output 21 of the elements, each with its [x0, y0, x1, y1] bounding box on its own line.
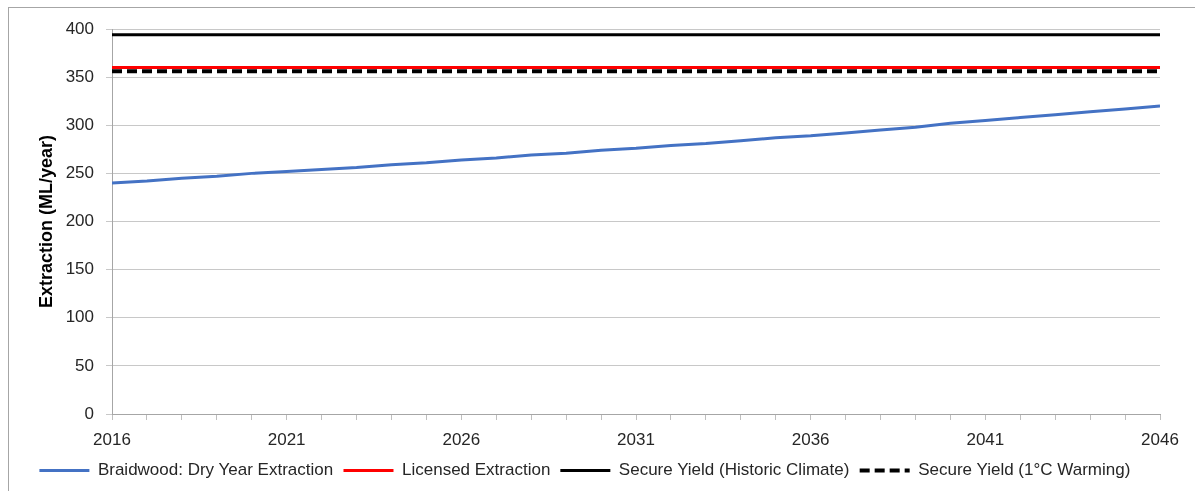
- y-tick-label: 150: [65, 259, 94, 279]
- x-tick-label: 2036: [791, 429, 830, 449]
- x-tick-label: 2026: [442, 429, 481, 449]
- legend-label: Braidwood: Dry Year Extraction: [97, 460, 334, 480]
- x-tick-label: 2021: [267, 429, 306, 449]
- y-tick-label: 400: [65, 18, 94, 38]
- x-tick-label: 2031: [617, 429, 655, 449]
- y-tick-label: 50: [75, 355, 94, 375]
- x-tick-label: 2041: [966, 429, 1005, 449]
- y-tick-label: 100: [65, 307, 94, 327]
- y-tick-label: 300: [65, 114, 94, 134]
- y-tick-label: 0: [84, 403, 94, 423]
- y-tick-label: 350: [65, 66, 94, 86]
- y-axis-title: Extraction (ML/year): [35, 134, 56, 309]
- legend-label: Secure Yield (Historic Climate): [618, 460, 850, 480]
- legend-label: Secure Yield (1°C Warming): [918, 460, 1131, 480]
- legend-label: Licensed Extraction: [401, 460, 551, 480]
- y-tick-label: 200: [65, 211, 94, 231]
- x-tick-label: 2046: [1141, 429, 1179, 449]
- y-tick-label: 250: [65, 163, 94, 183]
- x-tick-label: 2016: [93, 429, 131, 449]
